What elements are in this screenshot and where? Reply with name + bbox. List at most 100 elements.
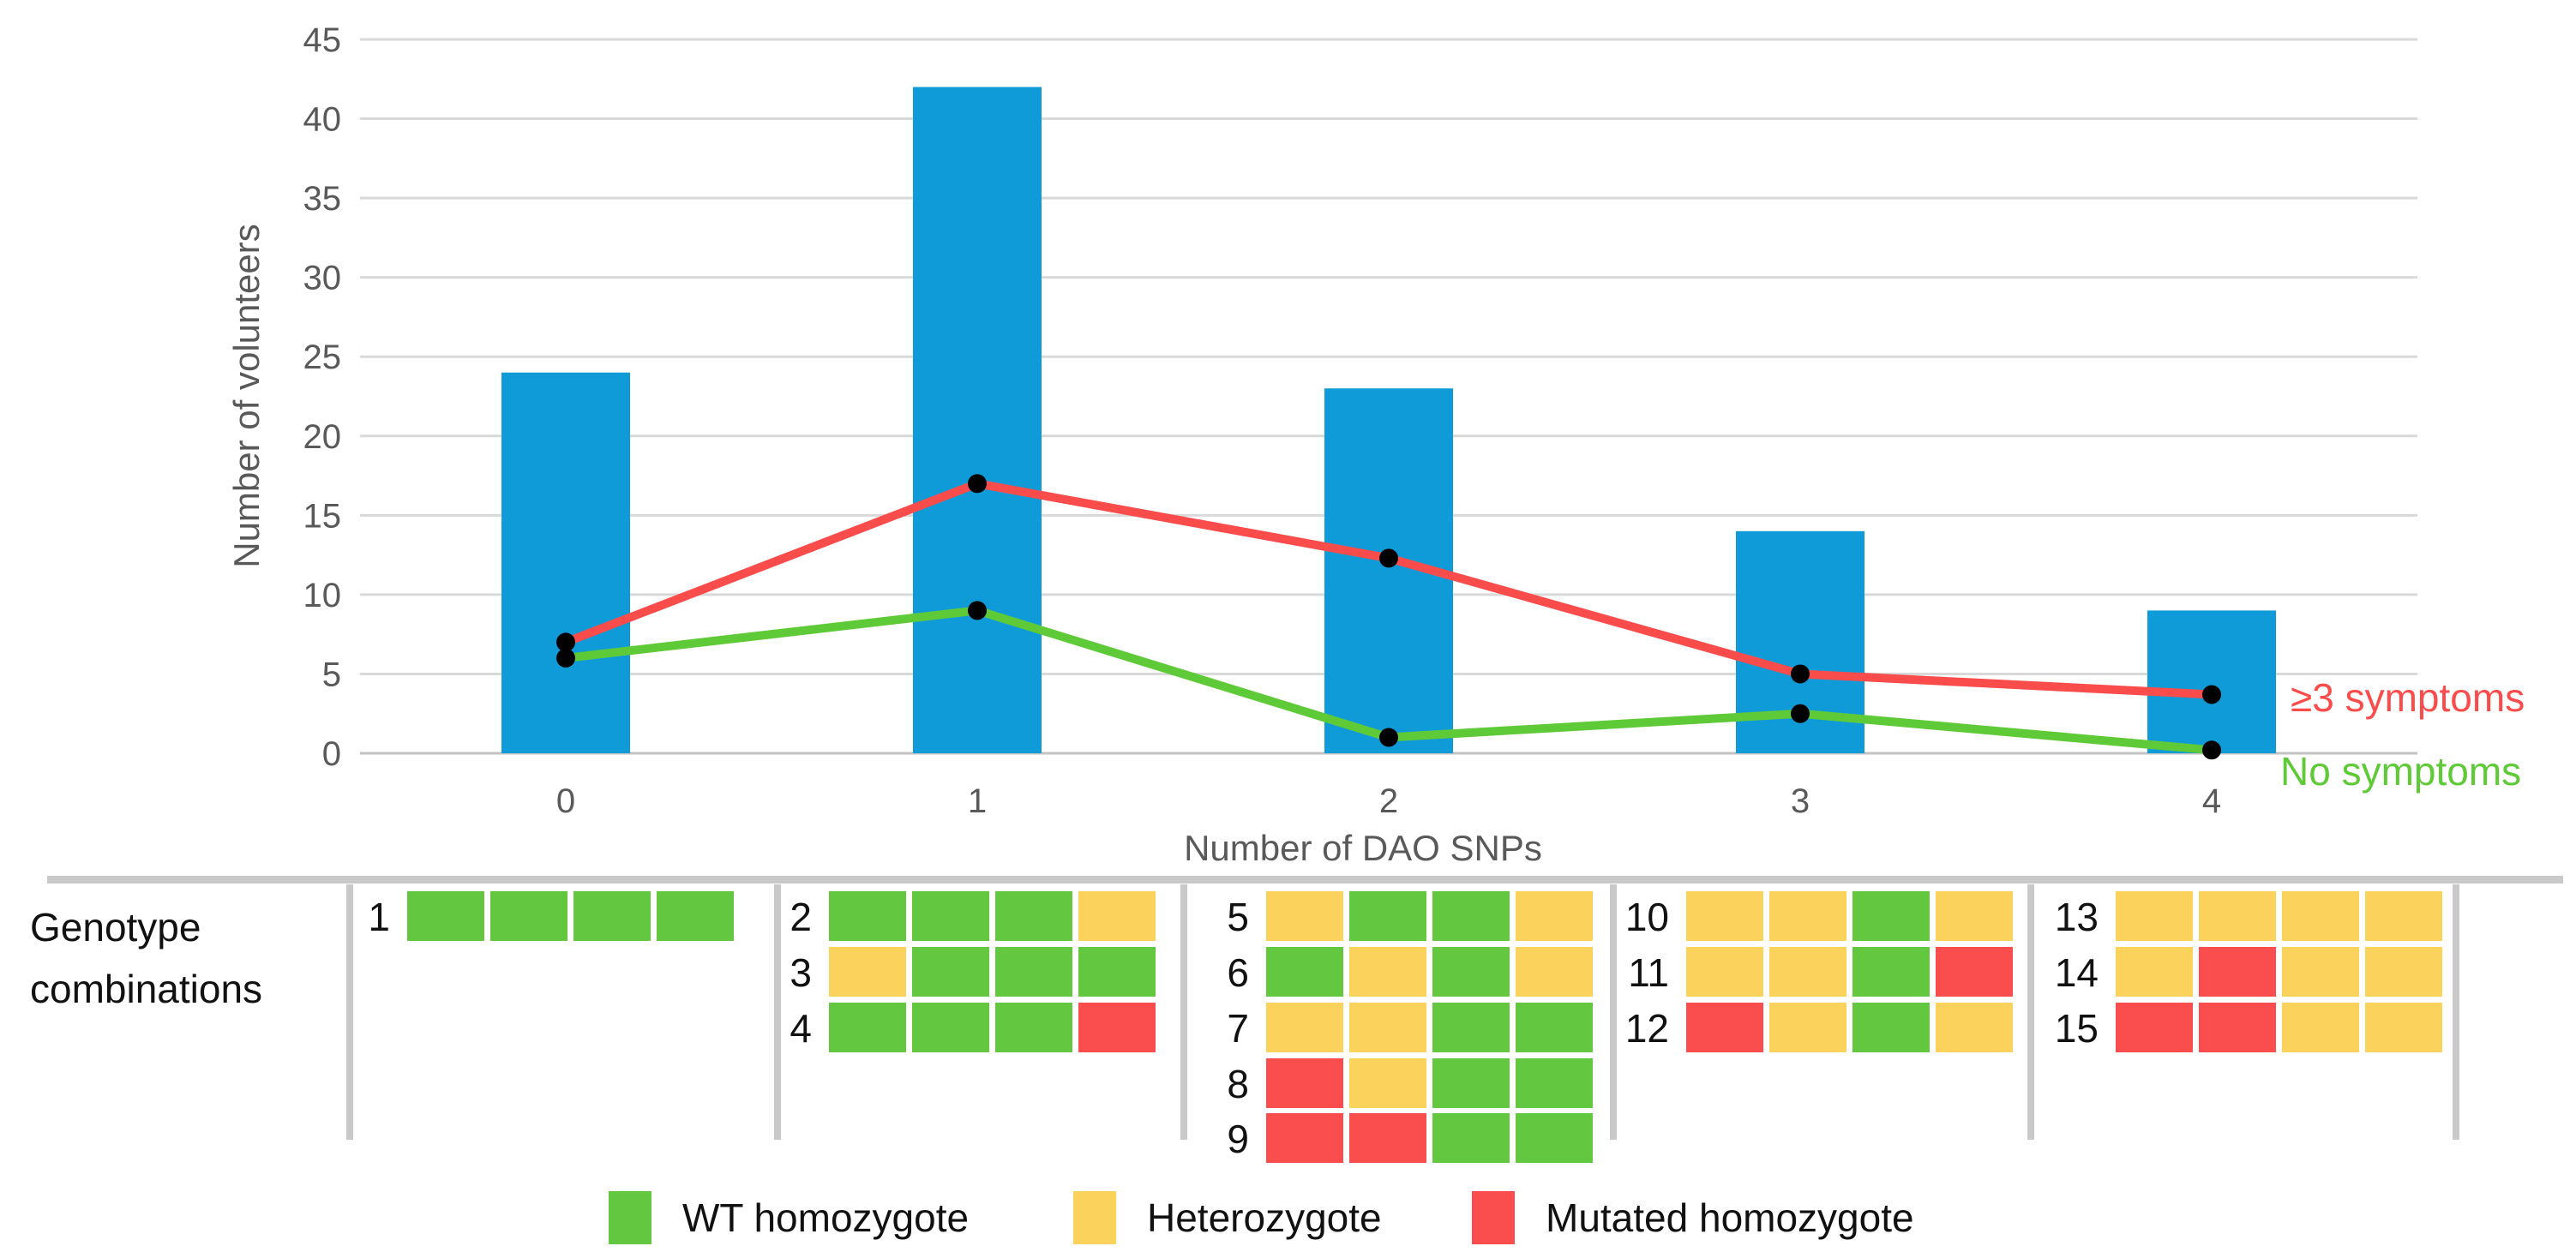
- genotype-cell-wt-homozygote: [1078, 947, 1156, 997]
- genotype-cell-wt-homozygote: [912, 891, 989, 941]
- genotype-table-header: Genotype combinations: [30, 905, 263, 1011]
- combo-number: 3: [790, 950, 812, 995]
- combo-number: 2: [790, 895, 812, 939]
- combo-number: 13: [2054, 895, 2099, 939]
- genotype-cell-heterozygote: [1686, 891, 1763, 941]
- table-divider: [2027, 884, 2034, 1140]
- data-point-marker: [1379, 548, 1398, 568]
- legend-item-wt-homozygote: WT homozygote: [609, 1191, 969, 1244]
- genotype-cell-wt-homozygote: [573, 891, 651, 941]
- table-top-border: [47, 876, 2563, 884]
- table-divider: [2453, 884, 2459, 1140]
- heterozygote-swatch: [1073, 1191, 1116, 1244]
- genotype-cell-mutated-homozygote: [2199, 1003, 2276, 1052]
- genotype-cell-heterozygote: [2282, 947, 2359, 997]
- y-tick-label: 40: [303, 101, 342, 139]
- axis-tick-layer: 0 5 10 15 20 25 30 35 40 45 0 1 2 3 4: [303, 21, 2222, 820]
- genotype-cell-wt-homozygote: [1516, 1003, 1593, 1052]
- genotype-cell-mutated-homozygote: [1078, 1003, 1156, 1052]
- y-tick-label: 35: [303, 180, 342, 218]
- bar-layer: [501, 87, 2276, 754]
- genotype-cell-heterozygote: [829, 947, 906, 997]
- legend-label: Mutated homozygote: [1546, 1195, 1914, 1240]
- genotype-cell-heterozygote: [1516, 947, 1593, 997]
- genotype-cell-heterozygote: [2365, 947, 2442, 997]
- legend-label: Heterozygote: [1147, 1195, 1382, 1240]
- genotype-cell-heterozygote: [2282, 1003, 2359, 1052]
- data-point-marker: [1791, 664, 1810, 684]
- genotype-cell-wt-homozygote: [1432, 891, 1510, 941]
- genotype-cell-wt-homozygote: [995, 1003, 1072, 1052]
- combo-chart: 0 5 10 15 20 25 30 35 40 45 0 1 2 3 4 Number of volunt…: [226, 21, 2525, 868]
- x-tick-label: 1: [968, 782, 987, 820]
- mutated-homozygote-swatch: [1472, 1191, 1515, 1244]
- genotype-cell-wt-homozygote: [995, 891, 1072, 941]
- genotype-cell-heterozygote: [1349, 1058, 1426, 1108]
- y-tick-label: 15: [303, 497, 342, 535]
- genotype-cell-wt-homozygote: [829, 1003, 906, 1052]
- combo-number: 1: [368, 895, 390, 939]
- genotype-cell-wt-homozygote: [1432, 1113, 1510, 1163]
- genotype-cell-mutated-homozygote: [2199, 947, 2276, 997]
- genotype-cell-wt-homozygote: [657, 891, 734, 941]
- y-tick-label: 45: [303, 21, 342, 59]
- genotype-cell-mutated-homozygote: [1266, 1058, 1343, 1108]
- genotype-cell-mutated-homozygote: [1349, 1113, 1426, 1163]
- genotype-cell-wt-homozygote: [1432, 947, 1510, 997]
- genotype-cell-heterozygote: [2282, 891, 2359, 941]
- combo-number: 10: [1624, 895, 1669, 939]
- combo-number: 11: [1628, 950, 1669, 995]
- genotype-cell-wt-homozygote: [1852, 891, 1930, 941]
- data-point-marker: [1791, 704, 1810, 723]
- data-point-marker: [1379, 728, 1398, 747]
- x-tick-label: 0: [556, 782, 575, 820]
- x-tick-label: 4: [2202, 782, 2221, 820]
- combo-number: 14: [2054, 950, 2099, 995]
- genotype-cell-mutated-homozygote: [1686, 1003, 1763, 1052]
- genotype-cell-mutated-homozygote: [1936, 947, 2013, 997]
- combo-number: 9: [1227, 1117, 1249, 1161]
- genotype-cell-heterozygote: [2365, 1003, 2442, 1052]
- genotype-cell-mutated-homozygote: [2116, 1003, 2193, 1052]
- genotype-cell-heterozygote: [1769, 891, 1846, 941]
- combo-number: 8: [1227, 1062, 1249, 1106]
- series-label-no-symptoms: No symptoms: [2280, 749, 2521, 794]
- legend-label: WT homozygote: [682, 1195, 970, 1240]
- genotype-cell-wt-homozygote: [407, 891, 484, 941]
- combo-number: 15: [2054, 1006, 2099, 1051]
- x-axis-title: Number of DAO SNPs: [1184, 828, 1542, 868]
- genotype-cell-wt-homozygote: [1266, 947, 1343, 997]
- genotype-cell-heterozygote: [2116, 891, 2193, 941]
- genotype-cell-mutated-homozygote: [1266, 1113, 1343, 1163]
- genotype-cell-heterozygote: [1078, 891, 1156, 941]
- table-divider: [774, 884, 781, 1140]
- genotype-cell-heterozygote: [1266, 1003, 1343, 1052]
- table-divider: [1180, 884, 1187, 1140]
- combo-number: 6: [1227, 950, 1249, 995]
- table-divider: [346, 884, 353, 1140]
- data-point-marker: [2202, 685, 2221, 704]
- y-tick-label: 20: [303, 418, 342, 456]
- combo-number: 12: [1624, 1006, 1669, 1051]
- table-divider: [1610, 884, 1617, 1140]
- genotype-cell-heterozygote: [1936, 891, 2013, 941]
- genotype-cell-wt-homozygote: [1516, 1113, 1593, 1163]
- data-point-marker: [2202, 740, 2221, 760]
- combo-number: 7: [1227, 1006, 1249, 1051]
- genotype-cell-wt-homozygote: [1349, 891, 1426, 941]
- combo-number: 4: [790, 1006, 812, 1051]
- data-point-marker: [968, 601, 987, 620]
- x-tick-label: 3: [1791, 782, 1810, 820]
- genotype-cell-heterozygote: [1686, 947, 1763, 997]
- y-tick-label: 10: [303, 577, 342, 614]
- genotype-cell-heterozygote: [2365, 891, 2442, 941]
- bar-snp-4: [2147, 610, 2276, 753]
- data-point-marker: [968, 474, 987, 494]
- data-point-marker: [556, 648, 575, 668]
- genotype-cell-wt-homozygote: [1516, 1058, 1593, 1108]
- combo-number: 5: [1227, 895, 1249, 939]
- genotype-cell-wt-homozygote: [1852, 947, 1930, 997]
- genotype-cell-heterozygote: [1769, 947, 1846, 997]
- genotype-cell-wt-homozygote: [1432, 1058, 1510, 1108]
